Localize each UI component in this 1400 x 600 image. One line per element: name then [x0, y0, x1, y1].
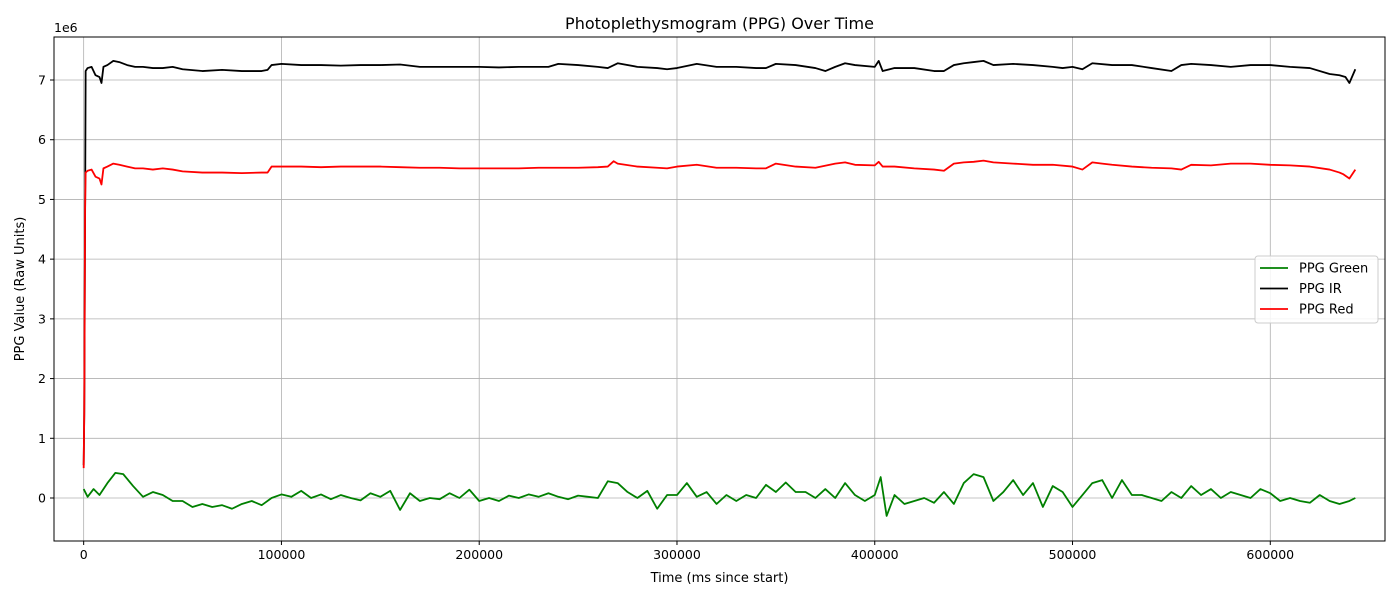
y-tick-label: 7	[38, 72, 46, 87]
series-line-ppg-ir	[82, 59, 1357, 466]
series-line-ppg-red	[82, 159, 1357, 469]
y-tick-label: 6	[38, 132, 46, 147]
axes-frame	[53, 36, 1386, 542]
x-tick-label: 300000	[653, 547, 701, 562]
ticks: 0 100000 200000 300000 400000 500000 600000 0 1 2…	[38, 72, 1294, 562]
y-tick-label: 5	[38, 192, 46, 207]
grid	[54, 37, 1385, 541]
y-axis-label: PPG Value (Raw Units)	[13, 217, 28, 362]
y-tick-label: 4	[38, 252, 46, 267]
y-tick-label: 3	[38, 311, 46, 326]
y-offset-label: 1e6	[54, 20, 78, 35]
x-tick-label: 400000	[851, 547, 899, 562]
legend-box	[1254, 255, 1379, 324]
x-tick-label: 200000	[455, 547, 503, 562]
x-tick-label: 100000	[258, 547, 306, 562]
x-tick-label: 600000	[1246, 547, 1294, 562]
y-tick-label: 0	[38, 491, 46, 506]
legend-label-ppg-ir: PPG IR	[1299, 282, 1342, 297]
legend-label-ppg-red: PPG Red	[1299, 303, 1354, 318]
series-line-ppg-green	[82, 472, 1356, 517]
x-axis-label: Time (ms since start)	[650, 571, 789, 586]
y-tick-label: 2	[38, 371, 46, 386]
y-tick-label: 1	[38, 431, 46, 446]
legend: PPG Green PPG IR PPG Red	[1254, 255, 1379, 324]
legend-label-ppg-green: PPG Green	[1299, 262, 1368, 277]
plot-area	[82, 59, 1357, 517]
chart-title: Photoplethysmogram (PPG) Over Time	[565, 14, 874, 33]
x-tick-label: 500000	[1049, 547, 1097, 562]
x-tick-label: 0	[80, 547, 88, 562]
